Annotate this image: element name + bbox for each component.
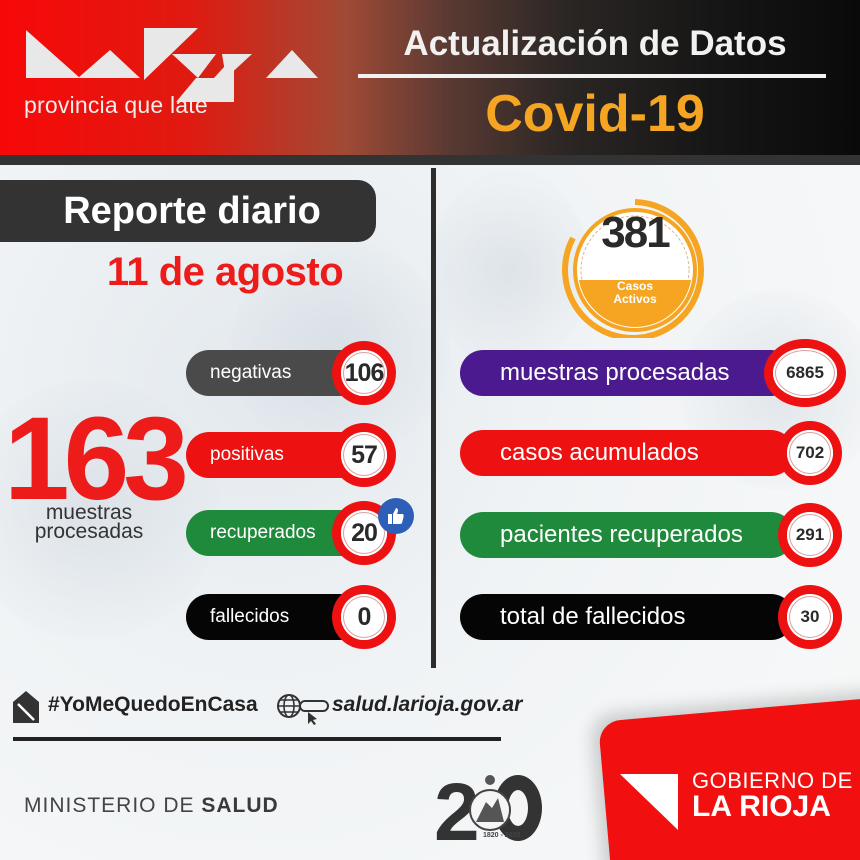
stat-total-fallecidos: total de fallecidos <box>460 594 794 640</box>
daily-samples-label-line1: muestras <box>45 501 133 524</box>
page-title: Actualización de Datos <box>403 24 787 63</box>
stat-label: negativas <box>210 362 292 383</box>
daily-samples-total: 163 <box>4 393 189 525</box>
stat-value: 702 <box>795 443 825 462</box>
stat-value-badge: 57 <box>332 423 396 487</box>
daily-report-heading: Reporte diario <box>0 180 376 242</box>
stat-value-badge: 30 <box>778 585 842 649</box>
globe-web-icon <box>277 694 329 725</box>
report-date: 11 de agosto <box>106 250 344 294</box>
title-divider <box>358 74 826 78</box>
stat-value-badge: 106 <box>332 341 396 405</box>
stat-label: recuperados <box>210 522 316 543</box>
government-line1: GOBIERNO DE <box>692 768 853 793</box>
daily-samples-label: muestras procesadas <box>30 501 148 543</box>
bicentennial-logo-icon: 2 <box>434 768 542 848</box>
stat-label: total de fallecidos <box>500 603 686 630</box>
column-divider <box>431 168 436 668</box>
stat-value: 106 <box>344 358 385 387</box>
ministry-name-light: MINISTERIO DE <box>24 794 202 817</box>
stat-value-badge: 702 <box>778 421 842 485</box>
stat-label: muestras procesadas <box>500 359 730 386</box>
active-cases-label: Casos Activos <box>555 280 715 306</box>
stat-label: positivas <box>210 444 284 465</box>
stat-label: pacientes recuperados <box>500 521 743 548</box>
government-logo-icon <box>620 774 678 830</box>
header-strip <box>0 155 860 165</box>
active-cases-label-line2: Activos <box>613 292 657 306</box>
thumbs-up-icon <box>378 498 414 534</box>
stat-value-badge: 6865 <box>764 339 846 407</box>
website-link[interactable]: salud.larioja.gov.ar <box>332 693 523 716</box>
stat-value: 30 <box>800 607 820 626</box>
stat-label: casos acumulados <box>500 439 699 466</box>
active-cases-circle-icon <box>562 199 704 338</box>
stat-casos-acumulados: casos acumulados <box>460 430 794 476</box>
stat-value: 0 <box>357 602 372 631</box>
home-icon <box>13 691 39 723</box>
stat-value: 6865 <box>786 363 824 382</box>
hashtag-text: #YoMeQuedoEnCasa <box>48 693 258 716</box>
ministry-name: MINISTERIO DE SALUD <box>24 794 279 818</box>
bicentennial-years: 1820 - 2020 <box>483 832 521 839</box>
page-subtitle: Covid-19 <box>485 85 705 143</box>
brand-tagline: provincia que late <box>24 92 208 118</box>
stat-value-badge: 0 <box>332 585 396 649</box>
la-rioja-logo-icon <box>26 28 318 102</box>
stat-muestras-procesadas: muestras procesadas <box>460 350 794 396</box>
active-cases-value: 381 <box>601 208 670 257</box>
footer-divider <box>13 737 501 741</box>
stat-value-badge: 291 <box>778 503 842 567</box>
stat-label: fallecidos <box>210 606 290 627</box>
ministry-name-bold: SALUD <box>201 794 279 817</box>
stat-value: 57 <box>351 440 378 469</box>
header-banner: provincia que late Actualización de Dato… <box>0 0 860 158</box>
stat-value: 20 <box>351 518 378 547</box>
stat-value: 291 <box>795 525 825 544</box>
virus-decoration <box>0 380 220 640</box>
daily-samples-label-line2: procesadas <box>34 520 144 543</box>
active-cases-label-line1: Casos <box>616 279 654 293</box>
stat-pacientes-recuperados: pacientes recuperados <box>460 512 794 558</box>
government-line2: LA RIOJA <box>692 790 831 823</box>
